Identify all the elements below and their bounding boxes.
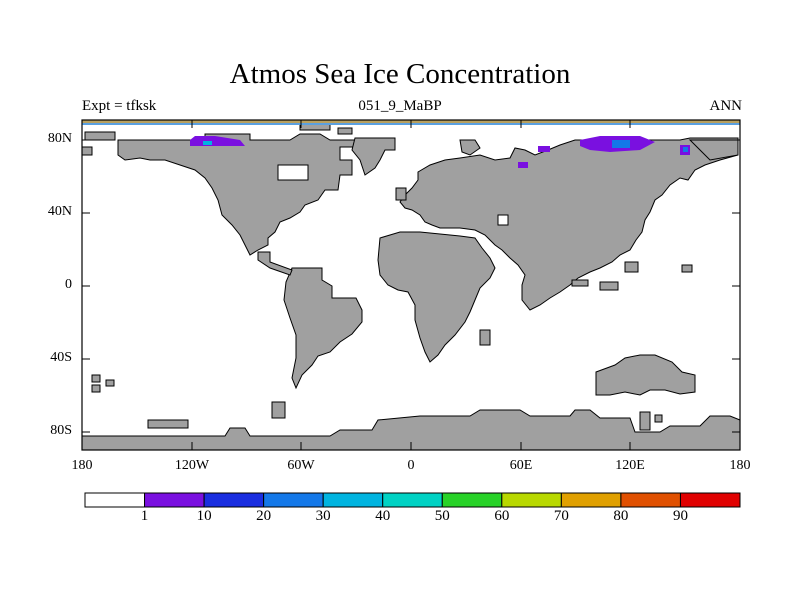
x-tick-label: 180 [729,458,751,473]
landmass-arctic-isle-2 [337,127,353,135]
landmass-aleutian [81,146,93,156]
colorbar-swatch [679,492,741,508]
colorbar-swatch [560,492,622,508]
sea-ice-layer [190,136,690,168]
y-tick-label: 40N [47,204,72,219]
landmass-nz-2 [654,414,663,423]
landmass-south-isle-3 [105,379,115,387]
hudson-bay-hole [277,164,309,181]
landmass-east-arctic [688,139,739,161]
landmass-alaska [84,131,116,141]
landmass-uk [395,187,407,201]
colorbar-swatch [441,492,503,508]
x-tick-label: 180 [71,458,93,473]
colorbar-label: 90 [672,508,688,524]
ice-patch-east-core [683,147,688,152]
season-label: ANN [709,98,743,114]
land-layer [81,121,741,451]
colorbar-label: 60 [494,508,510,524]
landmass-scandinavia [459,139,481,156]
colorbar-label: 40 [375,508,391,524]
colorbar-label: 30 [315,508,331,524]
case-label: 051_9_MaBP [358,98,442,114]
colorbar-swatch [144,492,205,508]
landmass-arabia-india-gap [497,214,509,226]
ice-patch-kara [518,162,528,168]
y-tick-label: 40S [50,350,72,365]
landmass-africa [377,231,496,363]
colorbar [84,492,741,508]
ice-patch-siberia-core [612,140,630,148]
colorbar-label: 20 [256,508,272,524]
landmass-pacific-isle [681,264,693,273]
landmass-indonesia-1 [571,279,589,287]
landmass-tierra [271,401,286,419]
landmass-eurasia [399,137,739,311]
colorbar-swatch [620,492,681,508]
x-tick-label: 120W [174,458,210,473]
x-tick-label: 60W [287,458,315,473]
landmass-north-america [117,133,361,256]
colorbar-swatch [263,492,324,508]
landmass-newguinea [624,261,639,273]
landmass-new-zealand [639,411,651,431]
colorbar-swatch [203,492,265,508]
ice-patch-beaufort-core [203,141,212,145]
y-tick-label: 80S [50,423,72,438]
colorbar-swatch [501,492,562,508]
experiment-label: Expt = tfksk [82,98,157,114]
colorbar-label: 1 [140,508,149,524]
y-tick-marks [82,139,740,433]
plot-title: Atmos Sea Ice Concentration [229,58,571,90]
y-tick-label: 80N [47,131,72,146]
colorbar-swatch [84,492,146,508]
landmass-greenland [351,137,396,176]
landmass-australia [595,354,696,396]
colorbar-label: 70 [553,508,569,524]
colorbar-swatch [322,492,384,508]
landmass-south-isle-2 [91,384,101,393]
y-tick-label: 0 [65,277,72,292]
landmass-south-isle-1 [91,374,101,383]
colorbar-label: 10 [196,508,212,524]
colorbar-swatch [382,492,443,508]
landmass-madagascar [479,329,491,346]
x-tick-label: 120E [615,458,645,473]
x-tick-marks [81,120,741,450]
ice-patch-siberia-west [538,146,550,152]
colorbar-label: 50 [434,508,450,524]
colorbar-label: 80 [613,508,629,524]
landmass-antarctica [81,409,741,451]
x-tick-label: 60E [509,458,533,473]
landmass-antarctic-shelf [147,419,189,429]
x-tick-label: 0 [407,458,415,473]
landmass-south-america [283,267,363,390]
landmass-isthmus [257,251,293,276]
landmass-indonesia-2 [599,281,619,291]
